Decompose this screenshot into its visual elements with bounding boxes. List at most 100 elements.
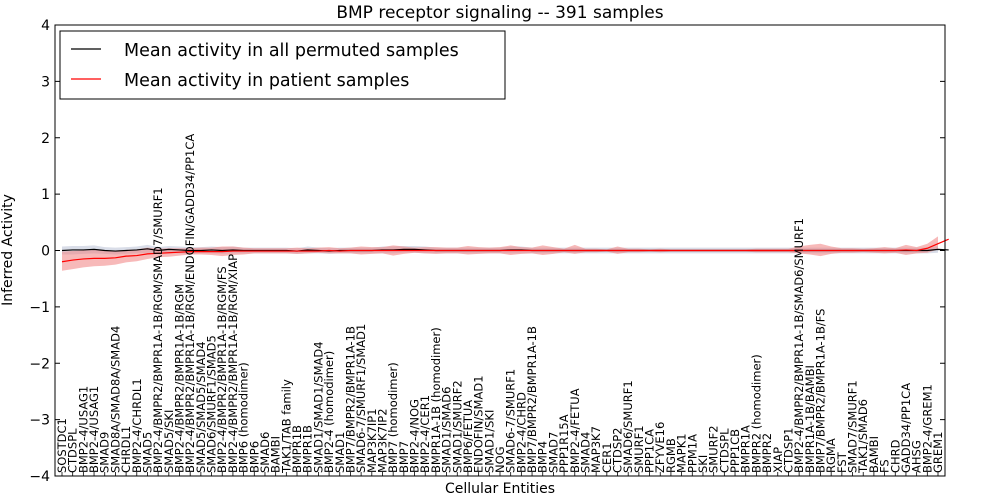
x-tick-label: BMPR1A [739, 425, 753, 473]
x-tick-label: TAK1/TAB family [279, 379, 293, 474]
x-tick-label: BMP7 (homodimer) [386, 362, 400, 473]
x-tick-label: TAK1/SMAD6 [856, 399, 870, 474]
x-tick-label: PPP1CA [643, 429, 657, 473]
x-tick-label: RGMA [824, 438, 838, 473]
x-tick-label: SMAD6/SMURF1 [621, 380, 635, 473]
y-tick-label: 1 [41, 187, 50, 203]
x-tick-label: BMP2-4/USAG1 [87, 386, 101, 473]
x-tick-label: BMP4 [536, 441, 550, 473]
x-tick-label: BMP2-4/BMPR2/BMPR1A-1B/RGM [173, 284, 187, 473]
x-tick-label: BMPR1A-1B (homodimer) [429, 327, 443, 473]
x-tick-label: BMP6/FETUA [461, 400, 475, 473]
legend-label-patient: Mean activity in patient samples [124, 71, 409, 91]
x-tick-label: CTDSPL [66, 428, 80, 473]
y-axis-label: Inferred Activity [0, 194, 16, 306]
x-tick-label: BMP2-4/CHRD [514, 392, 528, 473]
plot-area [61, 236, 949, 271]
y-tick-label: −3 [29, 413, 50, 429]
x-tick-label: SMAD6/SMURF1/SMAD5 [205, 335, 219, 473]
x-tick-label: BMP6 [247, 441, 261, 473]
y-tick-label: −2 [29, 356, 50, 372]
x-tick-label: BMP2-4/BMPR2/BMPR1A-1B/RGM/FS [215, 266, 229, 473]
x-tick-label: RGMB [664, 438, 678, 473]
x-tick-label: ZFYVE16 [653, 422, 667, 473]
patient-mean-line [61, 238, 949, 263]
x-tick-label: SMAD6 [258, 432, 272, 473]
x-tick-label: SMAD5 [140, 432, 154, 473]
x-tick-label: NOG [493, 446, 507, 473]
x-tick-label: SMAD1/SMURF2 [450, 380, 464, 473]
x-tick-label: BAMBI [269, 436, 283, 473]
x-tick-label: FS [878, 459, 892, 473]
x-tick-label: SMAD6-7/SMURF1/SMAD1 [354, 324, 368, 473]
x-tick-label: ENDOFIN/SMAD1 [472, 375, 486, 473]
x-tick-label: BMP2-4/BMPR2/BMPR1A-1B/RGM/SMAD7/SMURF1 [151, 187, 165, 473]
x-tick-label: BMP7/BMPR2/BMPR1A-1B [343, 326, 357, 473]
x-tick-label: BMPR2 [760, 433, 774, 473]
x-tick-label: BMP2-4/BMPR2/BMPR1A-1B/RGM/ENDOFIN/GADD3… [183, 134, 197, 473]
patient-spread-band [62, 236, 938, 271]
x-tick-label: BMP2-4/BMPR2/BMPR1A-1B/SMAD6/SMURF1 [792, 218, 806, 473]
x-tick-label: CTDSP2 [611, 428, 625, 473]
x-tick-label: SMAD7 [546, 432, 560, 473]
x-tick-label: GADD34/PP1CA [899, 383, 913, 473]
x-tick-label: BMPR2 (homodimer) [749, 354, 763, 473]
x-tick-label: CHRDL1 [119, 426, 133, 473]
x-tick-label: MAP3K7 [589, 426, 603, 473]
x-tick-label: MAP3K7IP1 [365, 408, 379, 473]
x-tick-label: CER1 [600, 442, 614, 473]
x-tick-label: PPM1A [685, 434, 699, 473]
x-tick-label: SMAD9 [98, 432, 112, 473]
x-tick-label: SMURF1 [632, 425, 646, 473]
x-tick-label: BMP2-4/BMPR2/BMPR1A-1B/RGM/XIAP [226, 254, 240, 473]
x-axis-label: Cellular Entities [445, 481, 555, 497]
x-tick-label: SMAD5/SMAD5/SMAD4 [194, 341, 208, 473]
y-axis: −4 −3 −2 −1 0 1 2 3 4 [29, 18, 945, 485]
y-tick-label: 2 [41, 131, 50, 147]
x-tick-label: SMAD1/SKI [482, 410, 496, 473]
x-tick-label: SMAD4 [578, 432, 592, 473]
x-tick-label: BAMBI [867, 436, 881, 473]
y-tick-label: 4 [41, 18, 50, 34]
x-tick-label: SKI [696, 455, 710, 473]
x-tick-label: BMP6 (homodimer) [237, 362, 251, 473]
x-tick-label: BMP2-4/GREM1 [920, 384, 934, 473]
x-tick-label: SMAD1/SMAD6 [440, 387, 454, 473]
chart-title: BMP receptor signaling -- 391 samples [336, 3, 663, 23]
x-tick-label: AHSG [910, 440, 924, 473]
y-tick-label: 0 [41, 244, 50, 260]
y-tick-label: −4 [29, 469, 50, 485]
x-tick-label: MAPK1 [675, 433, 689, 473]
x-tick-label: BMPR1B [301, 425, 315, 473]
x-tick-label: CTDSP1 [781, 428, 795, 473]
x-tick-label: BMP2-4/FETUA [568, 388, 582, 473]
x-tick-label: FST [835, 451, 849, 473]
x-tick-label: BMP7/BMPR2/BMPR1A-1B/FS [813, 309, 827, 473]
legend-box [59, 30, 506, 100]
y-tick-label: −1 [29, 300, 50, 316]
x-tick-label: MAP3K7IP2 [375, 408, 389, 473]
x-tick-label: SMAD6-7/SMURF1 [504, 369, 518, 473]
legend-label-permuted: Mean activity in all permuted samples [124, 41, 459, 61]
x-tick-label: BMP2-4/CER1 [418, 395, 432, 473]
x-tick-label: BMP2-4/USAG1 [76, 386, 90, 473]
x-tick-label: PPP1R15A [557, 414, 571, 473]
legend: Mean activity in all permuted samples Me… [59, 30, 506, 100]
x-tick-label: BMP7 [397, 441, 411, 473]
x-tick-label: XIAP [771, 447, 785, 473]
x-tick-label: SMAD8A/SMAD8A/SMAD4 [108, 326, 122, 473]
y-tick-label: 3 [41, 74, 50, 90]
x-tick-label: PPP1CB [728, 429, 742, 473]
x-tick-label: BMP7/BMPR2/BMPR1A-1B [525, 326, 539, 473]
x-tick-label: SMAD1/SMAD1/SMAD4 [311, 341, 325, 473]
x-tick-label: GREM1 [931, 432, 945, 473]
x-tick-label: BMP2-4/CHRDL1 [130, 378, 144, 473]
x-tick-label: BMPR1B [290, 425, 304, 473]
x-tick-label: BMP2-4/NOG [408, 399, 422, 473]
x-tick-label: BMP2-4 (homodimer) [322, 351, 336, 473]
x-tick-label: CHRD [888, 439, 902, 473]
x-tick-label: SMAD5/SKI [162, 410, 176, 473]
x-tick-label: SMURF2 [707, 425, 721, 473]
x-tick-label: CTDSPL [717, 428, 731, 473]
